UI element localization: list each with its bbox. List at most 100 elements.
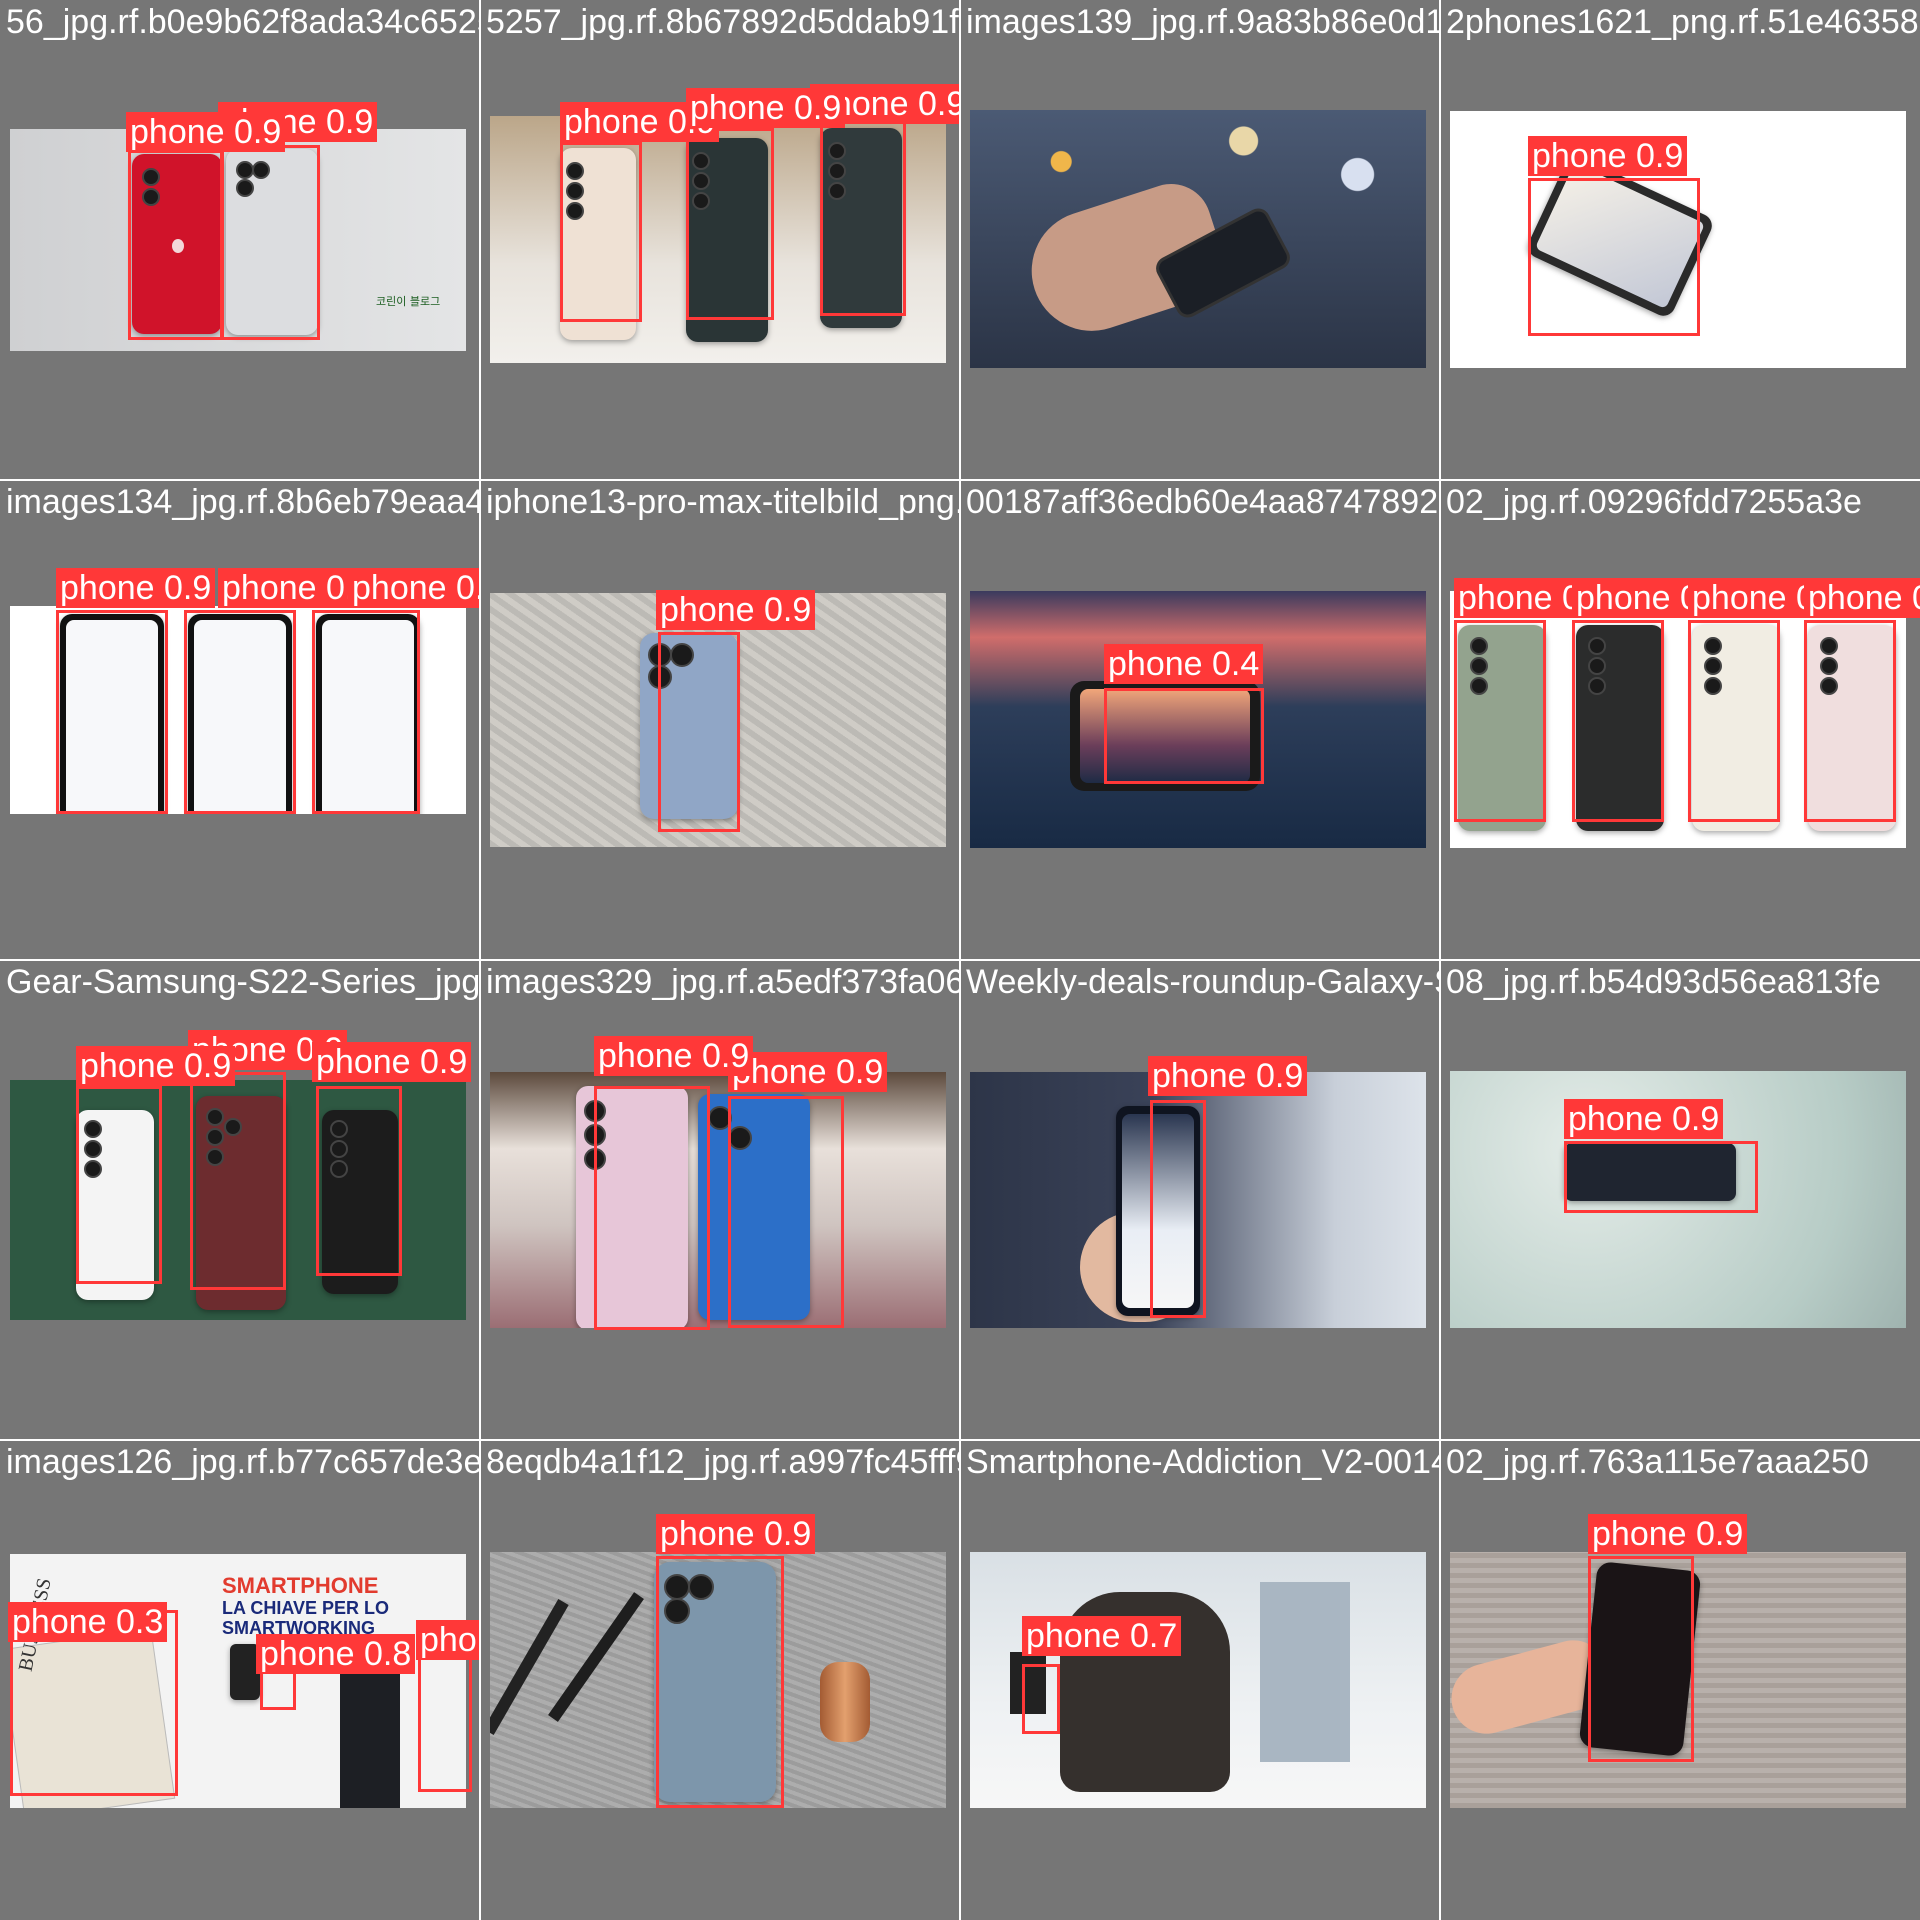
dark-phone (686, 138, 768, 342)
detection-label: phone 0.9 (594, 1036, 754, 1076)
cream-phone (560, 148, 636, 340)
smartphone-banner: SMARTPHONE LA CHIAVE PER LO SMARTWORKING (222, 1573, 448, 1639)
tile-11: phone 0.9 Weekly-deals-roundup-Galaxy-S2… (960, 960, 1440, 1440)
detection-label: phone 0.9 (348, 568, 480, 608)
detection-box (658, 632, 740, 832)
blue-iphone (698, 1094, 810, 1320)
detection-box (312, 610, 420, 814)
detection-box (728, 1096, 844, 1328)
detection-label: phone 0.9 (218, 102, 378, 142)
detection-box (1528, 178, 1700, 336)
tile-filename: Weekly-deals-roundup-Galaxy-S23-Ultra4 (966, 963, 1440, 1001)
tile-photo (1450, 1552, 1906, 1808)
tile-13: SMARTPHONE LA CHIAVE PER LO SMARTWORKING… (0, 1440, 480, 1920)
detection-label: phone 0.9 (56, 568, 216, 608)
detection-label: phone 0.9 (1528, 136, 1688, 176)
tile-filename: iphone13-pro-max-titelbild_png.rf.a66edb… (486, 483, 960, 521)
detection-box (1150, 1100, 1206, 1318)
fridge (1260, 1582, 1350, 1762)
tile-photo (970, 110, 1426, 368)
tile-9: phone 0.9 phone 0.9 phone 0.9 Gear-Samsu… (0, 960, 480, 1440)
tile-photo: 코린이 블로그 (10, 129, 466, 351)
tile-filename: 08_jpg.rf.b54d93d56ea813fe (1446, 963, 1881, 1001)
coffee-machine (1010, 1652, 1046, 1714)
detection-box (1804, 620, 1896, 822)
tile-photo (1450, 1071, 1906, 1328)
tile-photo (970, 591, 1426, 848)
tile-photo (10, 1080, 466, 1320)
detection-label: phone 0.9 (1804, 578, 1920, 618)
banner-title: SMARTPHONE (222, 1573, 379, 1598)
detection-label: phone 0.3 (8, 1602, 168, 1642)
tile-filename: images329_jpg.rf.a5edf373fa0615e7aa4023 (486, 963, 960, 1001)
tile-filename: images134_jpg.rf.8b6eb79eaa4653f3b5d5ea (6, 483, 480, 521)
detection-box (1454, 620, 1546, 822)
detection-box (560, 142, 642, 322)
silver-iphone (226, 149, 318, 335)
detection-label: phone 0.9 (312, 1042, 472, 1082)
tile-filename: images139_jpg.rf.9a83b86e0d15050b0a0e168… (966, 3, 1440, 41)
tile-photo (1450, 591, 1906, 848)
tile-8: phone 0.9 phone 0.9 phone 0.9 phone 0.9 … (1440, 480, 1920, 960)
tile-filename: 00187aff36edb60e4aa8747892b93601929fdd72… (966, 483, 1440, 521)
detection-box (418, 1640, 472, 1792)
detection-box (316, 1086, 402, 1276)
black-phone (1576, 625, 1664, 831)
tile-photo (490, 116, 946, 363)
tile-1: 코린이 블로그 phone 0.9 phone 0.9 56_jpg.rf.b0… (0, 0, 480, 480)
detection-label: phone 0.9 (656, 1514, 816, 1554)
tile-14: phone 0.9 8eqdb4a1f12_jpg.rf.a997fc45fff… (480, 1440, 960, 1920)
tile-photo (490, 1072, 946, 1328)
tile-photo (490, 1552, 946, 1808)
tile-filename: 02_jpg.rf.09296fdd7255a3e (1446, 483, 1862, 521)
tile-3: images139_jpg.rf.9a83b86e0d15050b0a0e168… (960, 0, 1440, 480)
blue-iphone (640, 633, 738, 819)
banner-line: LA CHIAVE PER LO (222, 1598, 390, 1618)
phone-in-hand (230, 1644, 260, 1700)
white-phone (76, 1110, 154, 1300)
tile-2: phone 0.9 phone 0.9 phone 0.9 5257_jpg.r… (480, 0, 960, 480)
detection-box (1104, 688, 1264, 784)
tile-7: phone 0.4 00187aff36edb60e4aa8747892b936… (960, 480, 1440, 960)
detection-box (128, 150, 224, 340)
detection-box (190, 1072, 286, 1290)
detection-box (1022, 1664, 1060, 1734)
detection-label: phone 0.9 (1148, 1056, 1308, 1096)
detection-label: phone 0.7 (1022, 1616, 1182, 1656)
grid-divider (0, 959, 1920, 961)
tile-photo (10, 606, 466, 814)
cream-phone (1692, 625, 1780, 831)
light-bulb-socket (820, 1662, 870, 1742)
banner-line: SMARTWORKING (222, 1618, 375, 1638)
grid-divider (0, 1439, 1920, 1441)
tile-filename: 8eqdb4a1f12_jpg.rf.a997fc45fff9d49382246… (486, 1443, 960, 1481)
tile-filename: 02_jpg.rf.763a115e7aaa250 (1446, 1443, 1869, 1481)
detection-box (1572, 620, 1664, 822)
phone-screen (316, 614, 420, 814)
detection-box (1588, 1556, 1694, 1762)
grid-divider (0, 479, 1920, 481)
tile-filename: images126_jpg.rf.b77c657de3e8b4172226f89… (6, 1443, 480, 1481)
tile-filename: 5257_jpg.rf.8b67892d5ddab91f8e731ebc5392… (486, 3, 960, 41)
tile-filename: Gear-Samsung-S22-Series_jpg.rf.322902a54 (6, 963, 480, 1001)
detection-box (1688, 620, 1780, 822)
detection-label: phone 0.9 (1588, 1514, 1748, 1554)
detection-box (220, 145, 320, 340)
tile-photo (970, 1072, 1426, 1328)
blue-iphone (654, 1562, 776, 1802)
tile-filename: Smartphone-Addiction_V2-00140_jpg.rf.763… (966, 1443, 1440, 1481)
tile-16: phone 0.9 02_jpg.rf.763a115e7aaa250 (1440, 1440, 1920, 1920)
detection-box (184, 610, 296, 814)
phone-screen (188, 614, 292, 814)
phone-screen (1070, 681, 1260, 791)
detection-label: phone 0.9 (656, 590, 816, 630)
detection-label: phone 0.9 (686, 88, 846, 128)
tile-12: phone 0.9 08_jpg.rf.b54d93d56ea813fe (1440, 960, 1920, 1440)
detection-label: phone 0.9 (126, 112, 286, 152)
black-phone (322, 1110, 398, 1294)
photo-watermark: 코린이 블로그 (376, 295, 441, 308)
tile-filename: 2phones1621_png.rf.51e46358 (1446, 3, 1919, 41)
laptop-keyboard (340, 1664, 400, 1808)
detection-box (56, 610, 168, 814)
